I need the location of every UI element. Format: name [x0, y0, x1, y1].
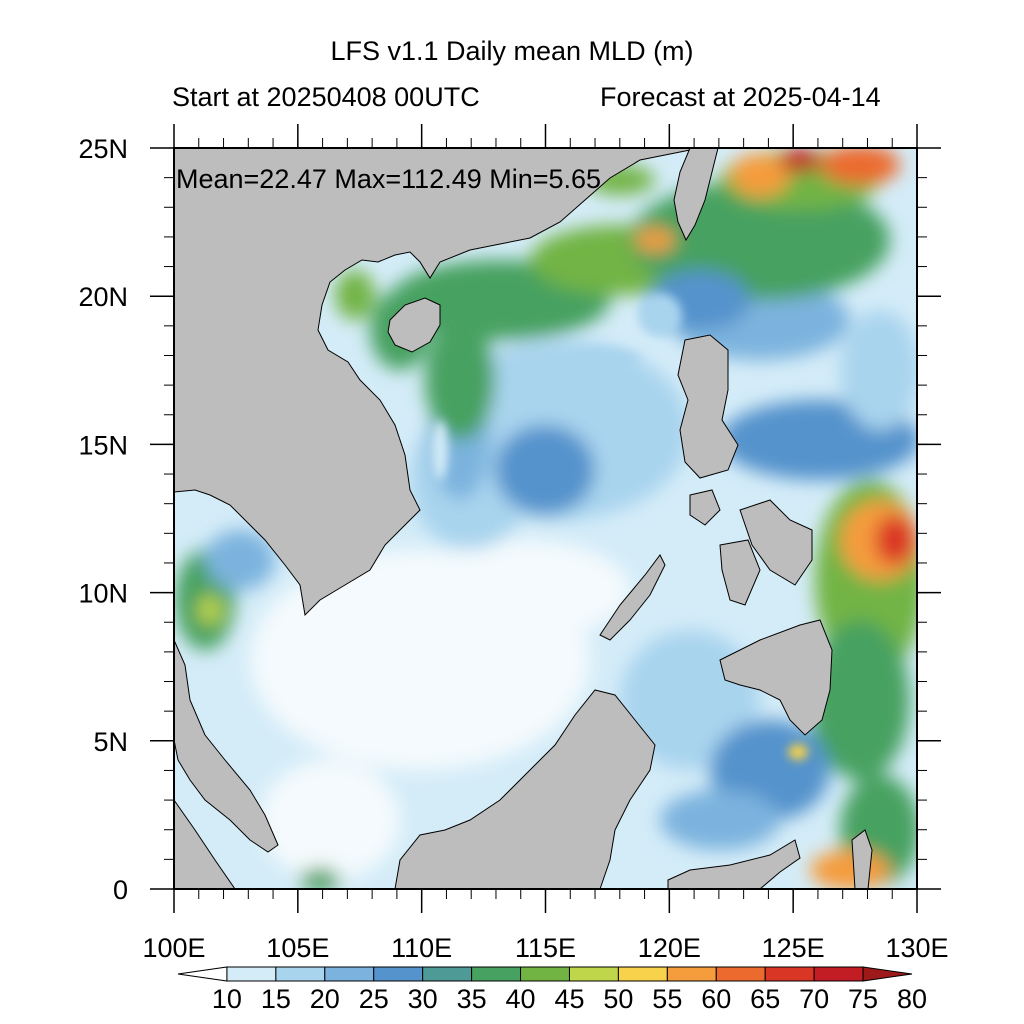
stats-annotation: Mean=22.47 Max=112.49 Min=5.65 [176, 164, 601, 194]
colorbar-swatch [471, 966, 522, 982]
mld-eddies [432, 293, 808, 760]
lat-tick-label: 5N [93, 727, 128, 757]
colorbar-label: 60 [701, 984, 731, 1014]
colorbar-label: 80 [897, 984, 927, 1014]
colorbar-label: 30 [408, 984, 438, 1014]
colorbar-swatch [715, 966, 766, 982]
colorbar-swatch [324, 966, 375, 982]
lon-tick-label: 105E [266, 933, 329, 963]
colorbar-swatch [764, 966, 815, 982]
colorbar-label: 45 [554, 984, 584, 1014]
colorbar-swatch [520, 966, 570, 982]
colorbar-label: 40 [506, 984, 536, 1014]
colorbar-swatch [862, 966, 913, 982]
lat-tick-label: 20N [78, 282, 128, 312]
colorbar-swatch [373, 966, 424, 982]
land [174, 148, 873, 889]
colorbar-swatch [813, 966, 864, 982]
colorbar-label: 25 [359, 984, 389, 1014]
colorbar-swatch [617, 966, 668, 982]
colorbar: 10 15 20 25 30 35 40 45 50 55 60 65 70 75 80 [177, 966, 927, 1014]
colorbar-label: 15 [261, 984, 291, 1014]
colorbar-label: 70 [799, 984, 829, 1014]
colorbar-swatch [275, 966, 326, 982]
colorbar-swatch [226, 966, 277, 982]
colorbar-label: 75 [848, 984, 878, 1014]
colorbar-swatch [666, 966, 717, 982]
plot-area [174, 148, 917, 889]
colorbar-label: 35 [457, 984, 487, 1014]
colorbar-swatch [568, 966, 619, 982]
colorbar-label: 55 [652, 984, 682, 1014]
start-time-label: Start at 20250408 00UTC [172, 82, 480, 112]
axis-ticks [150, 124, 941, 913]
colorbar-label: 10 [212, 984, 242, 1014]
lon-tick-label: 110E [391, 933, 452, 963]
lon-tick-label: 115E [515, 933, 576, 963]
forecast-time-label: Forecast at 2025-04-14 [600, 82, 881, 112]
mld-field [175, 148, 917, 889]
lon-tick-label: 125E [762, 933, 825, 963]
map-title: LFS v1.1 Daily mean MLD (m) [330, 36, 694, 66]
colorbar-label: 65 [750, 984, 780, 1014]
lat-tick-label: 25N [78, 134, 128, 164]
lon-tick-label: 130E [885, 933, 948, 963]
colorbar-swatch [422, 966, 473, 982]
lat-tick-label: 15N [78, 430, 128, 460]
lat-tick-label: 0 [113, 875, 128, 905]
colorbar-swatch [177, 966, 228, 982]
axis-labels: 100E 105E 110E 115E 120E 125E 130E 0 5N 10N 15N 20N… [78, 134, 948, 963]
colorbar-label: 20 [310, 984, 340, 1014]
lat-tick-label: 10N [78, 579, 128, 609]
lon-tick-label: 100E [142, 933, 205, 963]
colorbar-label: 50 [603, 984, 633, 1014]
lon-tick-label: 120E [638, 933, 701, 963]
